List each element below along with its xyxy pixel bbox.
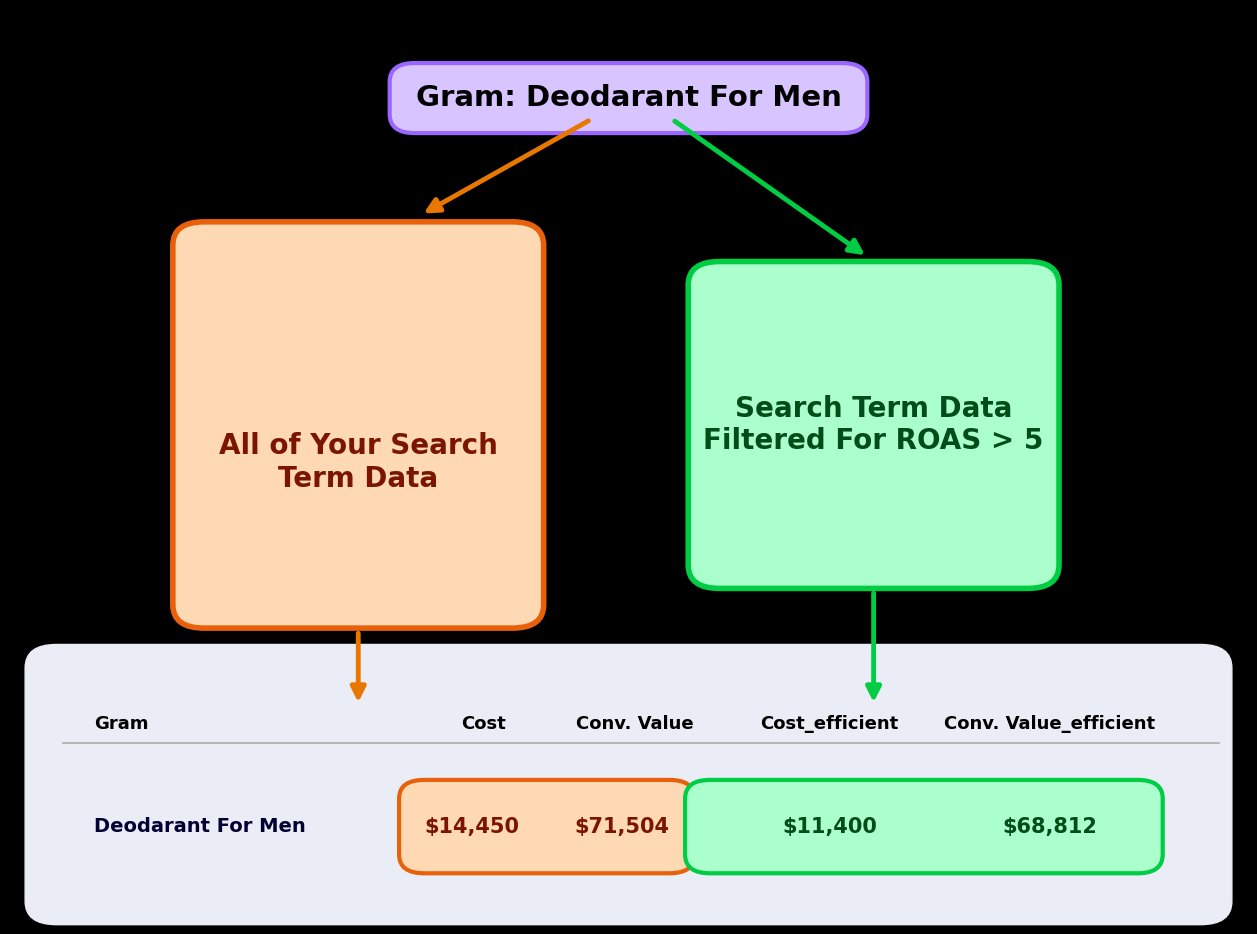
FancyBboxPatch shape xyxy=(400,780,694,873)
Text: $71,504: $71,504 xyxy=(574,816,670,837)
Text: Search Term Data
Filtered For ROAS > 5: Search Term Data Filtered For ROAS > 5 xyxy=(704,395,1043,455)
FancyBboxPatch shape xyxy=(25,644,1232,925)
Text: All of Your Search
Term Data: All of Your Search Term Data xyxy=(219,432,498,492)
Text: Cost_efficient: Cost_efficient xyxy=(760,715,899,733)
FancyBboxPatch shape xyxy=(689,262,1058,588)
Text: Conv. Value: Conv. Value xyxy=(576,715,694,733)
Text: $11,400: $11,400 xyxy=(782,816,877,837)
Text: Gram: Gram xyxy=(94,715,148,733)
Text: Deodarant For Men: Deodarant For Men xyxy=(94,817,305,836)
FancyBboxPatch shape xyxy=(172,222,544,628)
Text: $68,812: $68,812 xyxy=(1002,816,1097,837)
Text: Gram: Deodarant For Men: Gram: Deodarant For Men xyxy=(416,84,841,112)
Text: Cost: Cost xyxy=(461,715,507,733)
Text: $14,450: $14,450 xyxy=(424,816,519,837)
FancyBboxPatch shape xyxy=(390,63,867,133)
Text: Conv. Value_efficient: Conv. Value_efficient xyxy=(944,715,1155,733)
FancyBboxPatch shape xyxy=(685,780,1163,873)
